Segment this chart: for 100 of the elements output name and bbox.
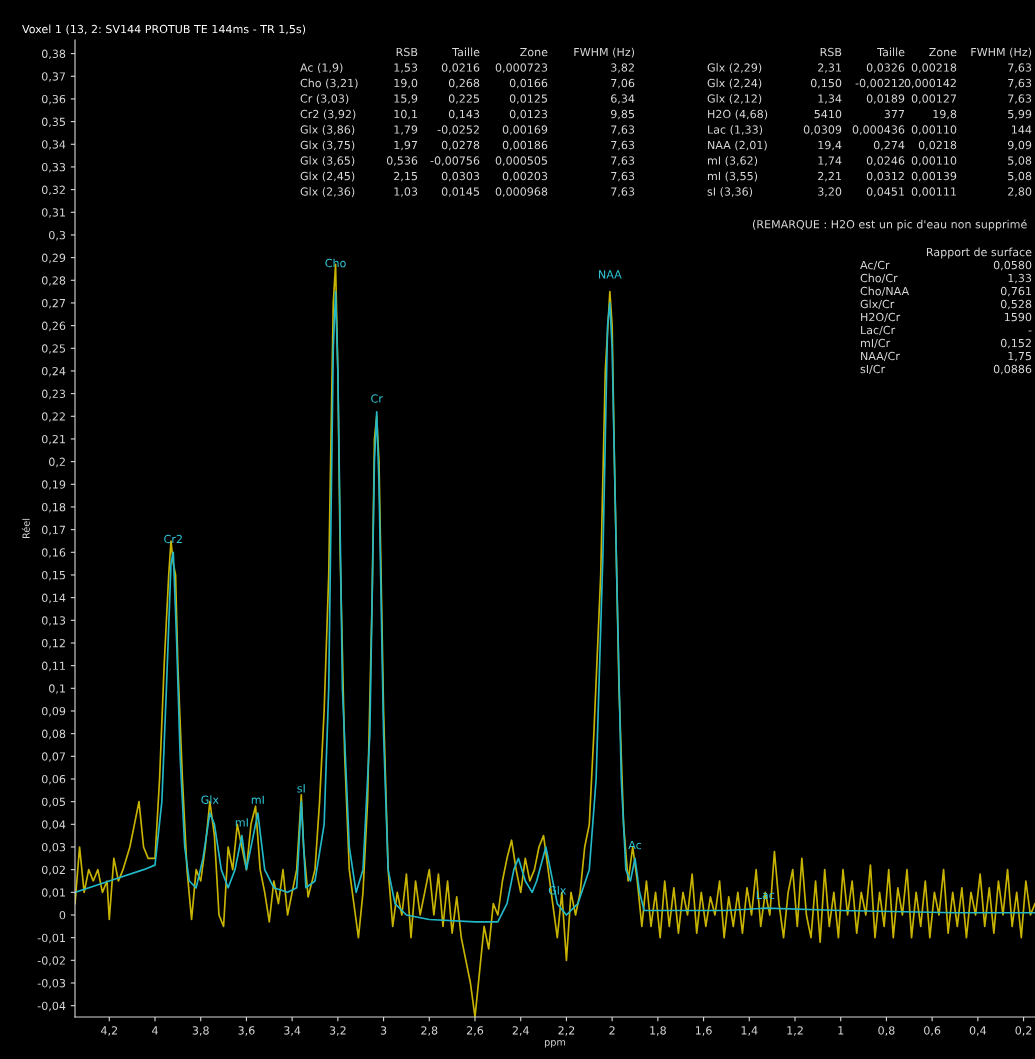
annotation: 9,09 [1007, 140, 1032, 151]
annotation: 0,0580 [993, 260, 1032, 271]
annotation: Ac (1,9) [300, 63, 343, 74]
annotation: 10,1 [394, 109, 417, 120]
annotation: 7,63 [1008, 78, 1032, 89]
annotation: 0,143 [448, 109, 480, 120]
annotation: 7,63 [1008, 94, 1032, 104]
annotation: 0,00111 [911, 187, 956, 197]
annotation: 0,0216 [441, 63, 480, 73]
y-tick-label: 0,37 [41, 72, 66, 82]
annotation: Lac (1,33) [708, 125, 763, 136]
annotation: 377 [884, 109, 905, 119]
annotation: 0,0303 [441, 171, 480, 182]
annotation: Taille [877, 47, 905, 57]
annotation: -0,00212 [855, 78, 904, 89]
annotation: 0,0886 [993, 364, 1032, 375]
annotation: - [1028, 330, 1032, 332]
y-tick-label: 0,01 [41, 888, 65, 898]
annotation: mI/Cr [861, 338, 891, 349]
annotation: 2,21 [818, 171, 841, 182]
y-tick-label: 0,18 [41, 502, 66, 513]
annotation: Lac/Cr [861, 325, 896, 336]
annotation: Cr (3,03) [300, 94, 349, 105]
annotation: 0,268 [448, 78, 480, 89]
x-tick-label: 4 [152, 1026, 158, 1035]
annotation: 0,000505 [495, 156, 548, 166]
x-tick-label: 4,2 [100, 1026, 118, 1036]
annotation: 0,0189 [866, 94, 905, 104]
annotation: Taille [452, 47, 480, 57]
x-tick-label: 1 [838, 1026, 844, 1035]
annotation: 1,33 [1008, 273, 1032, 284]
annotation: 0,00218 [911, 63, 957, 73]
annotation: 2,31 [818, 63, 841, 73]
annotation: mI (3,62) [708, 156, 758, 167]
x-tick-label: 0,8 [878, 1026, 895, 1036]
annotation: 0,000436 [852, 125, 905, 135]
y-tick-label: 0,3 [49, 230, 66, 241]
annotation: Rapport de surface [926, 247, 1032, 259]
x-tick-label: 2 [609, 1026, 615, 1035]
annotation: 0,0125 [509, 94, 548, 104]
y-tick-label: 0,31 [41, 208, 65, 218]
annotation: 7,06 [611, 78, 635, 89]
annotation: 7,63 [611, 187, 635, 197]
annotation: RSB [396, 47, 418, 57]
annotation: 0,0326 [866, 63, 905, 73]
annotation: Glx (2,24) [707, 78, 762, 89]
y-tick-label: 0,21 [41, 434, 65, 445]
annotation: 5,08 [1008, 156, 1032, 166]
annotation: Ac [628, 840, 642, 850]
annotation: RSB [820, 47, 842, 57]
y-tick-label: 0,26 [41, 321, 66, 332]
annotation: 0,761 [1000, 286, 1031, 297]
x-tick-label: 2,4 [512, 1026, 529, 1036]
annotation: (REMARQUE : H2O est un pic d'eau non supprimé [752, 219, 1027, 231]
annotation: Glx [201, 795, 219, 804]
annotation: 1,03 [394, 187, 418, 197]
x-tick-label: 1,8 [650, 1026, 666, 1036]
y-tick-label: 0,02 [41, 865, 65, 876]
annotation: 0,152 [1000, 338, 1031, 349]
annotation: 6,34 [611, 94, 635, 104]
y-tick-label: 0,27 [41, 298, 66, 309]
x-tick-label: 3,4 [284, 1026, 301, 1036]
annotation: 0,0278 [441, 140, 480, 151]
y-tick-label: 0,38 [41, 49, 66, 60]
y-tick-label: 0,29 [41, 253, 66, 264]
x-tick-label: 0,6 [924, 1026, 941, 1036]
annotation: 0,225 [448, 94, 480, 104]
annotation: FWHM (Hz) [971, 47, 1032, 58]
annotation: 0,00110 [911, 125, 957, 135]
x-tick-label: 1,4 [741, 1026, 758, 1036]
x-tick-label: 0,2 [1015, 1026, 1032, 1036]
annotation: 0,0312 [866, 171, 904, 182]
annotation: 7,63 [611, 140, 635, 151]
y-tick-label: 0,16 [41, 548, 66, 558]
y-tick-label: 0,28 [41, 276, 66, 286]
annotation: 7,63 [611, 125, 635, 135]
annotation: 0,0123 [509, 109, 548, 120]
x-axis-title: ppm [544, 1040, 566, 1048]
annotation: 0,00186 [502, 140, 548, 151]
annotation: 7,63 [611, 156, 635, 166]
annotation: 5,08 [1008, 171, 1032, 182]
annotation: Glx (3,75) [300, 140, 355, 151]
annotation: mI (3,55) [708, 171, 758, 182]
y-tick-label: -0,02 [37, 956, 65, 966]
annotation: 0,536 [386, 156, 418, 166]
annotation: 0,0218 [918, 140, 957, 151]
y-tick-label: -0,04 [37, 1001, 66, 1012]
y-tick-label: 0,1 [49, 684, 65, 694]
x-tick-label: 2,8 [421, 1026, 438, 1036]
annotation: Cho/Cr [860, 273, 898, 284]
annotation: mI [235, 818, 248, 827]
y-tick-label: 0,03 [41, 842, 66, 853]
annotation: 0,0246 [866, 156, 905, 166]
y-tick-label: 0,12 [41, 638, 65, 649]
annotation: sI [297, 784, 305, 793]
annotation: 0,000968 [495, 187, 548, 197]
y-tick-label: 0,24 [41, 366, 66, 377]
annotation: Cr [371, 394, 383, 403]
x-tick-label: 3,2 [329, 1026, 346, 1036]
annotation: 3,82 [611, 63, 634, 73]
